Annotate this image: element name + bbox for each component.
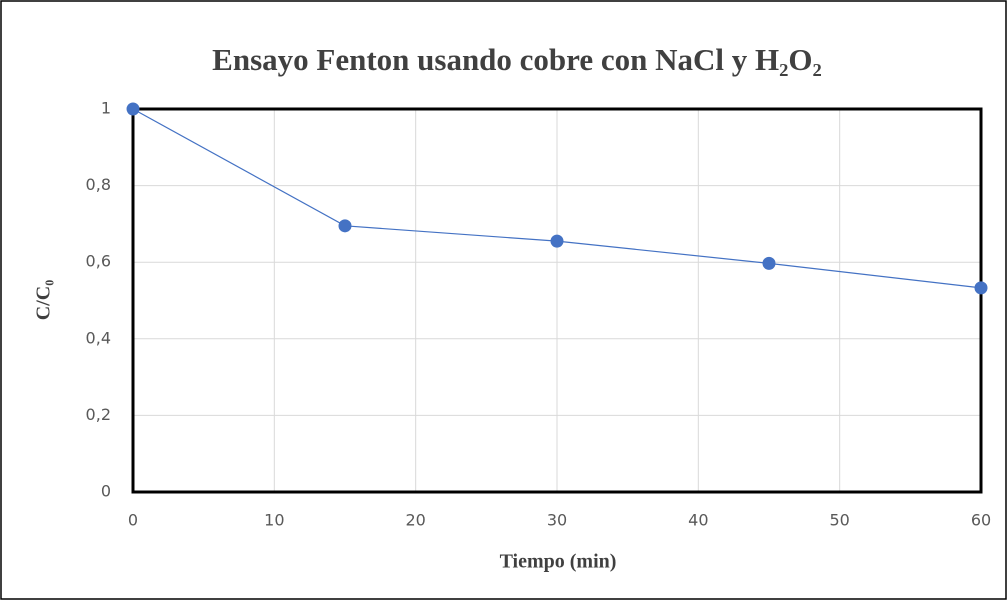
x-tick-label: 40 <box>688 511 708 530</box>
y-axis-title: C/C₀ <box>33 280 55 320</box>
y-tick-label: 0,2 <box>86 405 111 424</box>
x-tick-label: 50 <box>829 511 849 530</box>
chart-title: Ensayo Fenton usando cobre con NaCl y H₂… <box>212 42 822 77</box>
y-tick-label: 0,8 <box>86 175 111 194</box>
data-point <box>126 102 140 116</box>
x-axis-title: Tiempo (min) <box>500 551 617 573</box>
x-tick-label: 10 <box>264 511 284 530</box>
x-tick-label: 20 <box>405 511 425 530</box>
y-tick-label: 0 <box>101 482 111 501</box>
x-tick-label: 30 <box>547 511 567 530</box>
x-tick-label: 0 <box>128 511 138 530</box>
y-tick-label: 0,6 <box>86 252 111 271</box>
y-tick-label: 1 <box>101 99 111 118</box>
plot-border <box>131 107 983 494</box>
data-point <box>338 219 352 233</box>
data-point <box>762 256 776 270</box>
data-point <box>974 281 988 295</box>
x-tick-label: 60 <box>971 511 991 530</box>
data-point <box>550 234 564 248</box>
y-tick-label: 0,4 <box>86 328 111 347</box>
